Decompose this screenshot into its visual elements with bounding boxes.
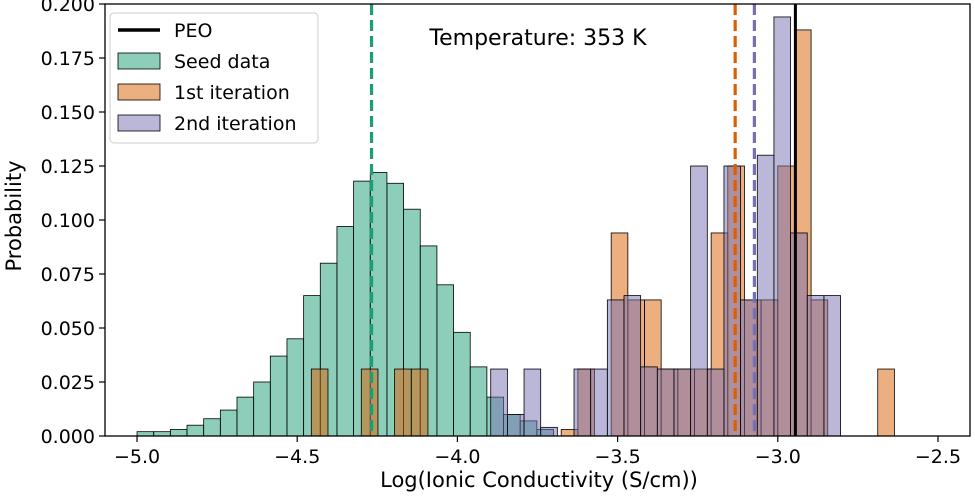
- legend-label-peo: PEO: [174, 20, 212, 42]
- bar-2nd-iteration-20: [823, 295, 841, 437]
- bar-2nd-iteration-12: [690, 165, 708, 437]
- bar-2nd-iteration-8: [623, 295, 642, 437]
- y-tick-label-0: 0.000: [41, 426, 95, 448]
- bar-2nd-iteration-6: [590, 368, 608, 437]
- bar-seed-data-20: [469, 366, 488, 437]
- x-tick-label-0: −5.0: [114, 446, 160, 468]
- legend: PEO Seed data 1st iteration 2nd iteration: [109, 12, 319, 144]
- bar-2nd-iteration-3: [540, 426, 558, 437]
- bar-seed-data-2: [169, 429, 188, 437]
- legend-label-seed-data: Seed data: [174, 51, 270, 73]
- bar-seed-data-18: [436, 284, 454, 437]
- bar-2nd-iteration-1: [506, 413, 525, 437]
- y-tick-label-2: 0.050: [41, 318, 95, 340]
- legend-label-2nd-iteration: 2nd iteration: [174, 113, 297, 135]
- y-tick-label-6: 0.150: [41, 102, 95, 124]
- x-axis-ticks: −5.0 −4.5 −4.0 −3.5 −3.0 −2.5: [114, 436, 961, 468]
- temperature-annotation: Temperature: 353 K: [428, 26, 647, 51]
- y-tick-label-1: 0.025: [41, 372, 95, 394]
- bar-2nd-iteration-14: [723, 165, 742, 437]
- bar-2nd-iteration-2: [523, 368, 542, 437]
- bar-1st-iteration-5: [394, 368, 412, 437]
- y-tick-label-8: 0.200: [41, 0, 95, 16]
- bar-1st-iteration-6: [410, 368, 429, 437]
- bar-2nd-iteration-5: [573, 368, 592, 437]
- x-tick-label-4: −3.0: [755, 446, 801, 468]
- bar-seed-data-6: [236, 396, 255, 437]
- bar-2nd-iteration-7: [606, 299, 625, 437]
- y-axis-ticks: 0.000 0.025 0.050 0.075 0.100 0.125 0.150 0.175…: [41, 0, 105, 448]
- bar-seed-data-8: [269, 355, 288, 437]
- bar-2nd-iteration-0: [490, 368, 508, 437]
- bar-seed-data-19: [453, 331, 471, 437]
- y-tick-label-7: 0.175: [41, 48, 95, 70]
- bar-2nd-iteration-9: [640, 366, 658, 437]
- bar-seed-data-3: [186, 424, 205, 437]
- bar-seed-data-7: [253, 381, 271, 437]
- bar-2nd-iteration-15: [740, 299, 758, 437]
- bar-2nd-iteration-19: [806, 295, 825, 437]
- bar-2nd-iteration-13: [706, 368, 725, 437]
- bar-seed-data-9: [286, 338, 305, 437]
- legend-label-1st-iteration: 1st iteration: [174, 82, 290, 104]
- bar-1st-iteration-3: [360, 368, 379, 437]
- bar-2nd-iteration-17: [773, 16, 791, 437]
- bar-1st-iteration-34: [877, 368, 895, 437]
- legend-swatch-seed-data: [117, 52, 161, 70]
- bar-1st-iteration-0: [310, 368, 329, 437]
- bar-seed-data-4: [203, 418, 221, 437]
- x-tick-label-1: −4.5: [274, 446, 320, 468]
- x-axis-label: Log(Ionic Conductivity (S/cm)): [380, 468, 698, 492]
- y-tick-label-4: 0.100: [41, 210, 95, 232]
- bar-2nd-iteration-11: [673, 368, 692, 437]
- x-tick-label-5: −2.5: [915, 446, 961, 468]
- legend-swatch-1st-iteration: [117, 83, 161, 101]
- x-tick-label-2: −4.0: [434, 446, 480, 468]
- mean-lines-layer: [369, 4, 797, 436]
- bar-2nd-iteration-16: [756, 154, 775, 437]
- y-tick-label-5: 0.125: [41, 156, 95, 178]
- y-tick-label-3: 0.075: [41, 264, 95, 286]
- y-axis-label: Probability: [2, 160, 26, 271]
- x-tick-label-3: −3.5: [595, 446, 641, 468]
- legend-box: [109, 12, 319, 144]
- bar-seed-data-12: [336, 226, 355, 437]
- legend-swatch-2nd-iteration: [117, 114, 161, 132]
- legend-items: PEO Seed data 1st iteration 2nd iteration: [117, 20, 297, 135]
- bar-2nd-iteration-18: [790, 232, 808, 437]
- bar-2nd-iteration-10: [656, 368, 675, 437]
- bar-seed-data-5: [219, 409, 238, 437]
